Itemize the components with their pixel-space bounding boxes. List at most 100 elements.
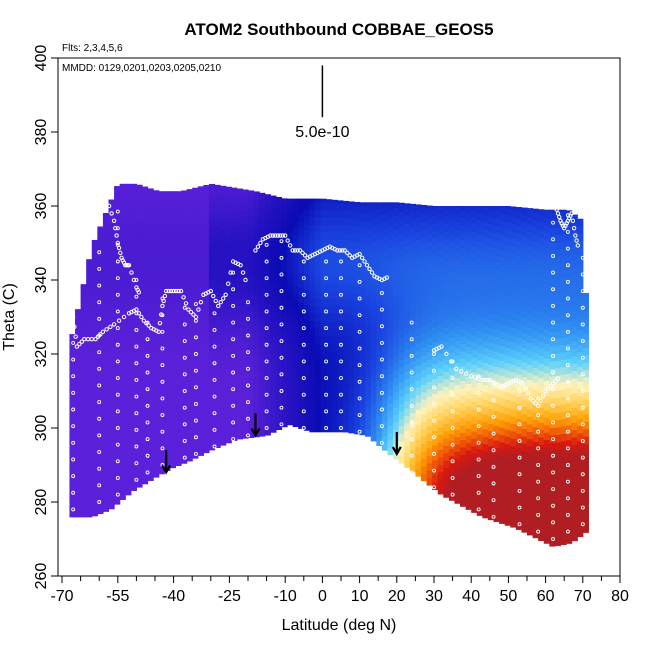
field-cell: [549, 309, 556, 318]
field-cell: [259, 236, 266, 245]
field-cell: [532, 463, 539, 472]
field-cell: [393, 214, 400, 223]
field-cell: [108, 205, 115, 214]
field-cell: [186, 342, 193, 351]
field-cell: [130, 312, 137, 321]
field-cell: [476, 352, 483, 361]
field-cell: [354, 233, 361, 242]
field-cell: [354, 315, 361, 324]
field-cell: [125, 398, 132, 407]
field-cell: [342, 269, 350, 278]
field-cell: [169, 415, 177, 424]
field-cell: [326, 209, 333, 218]
field-cell: [454, 451, 461, 460]
field-cell: [169, 260, 177, 269]
field-cell: [108, 397, 115, 406]
field-cell: [566, 232, 573, 241]
field-cell: [554, 515, 562, 524]
field-cell: [465, 487, 472, 496]
field-cell: [281, 263, 288, 272]
field-cell: [365, 251, 372, 260]
field-cell: [571, 348, 578, 357]
field-cell: [554, 471, 562, 480]
field-cell: [359, 382, 366, 391]
field-cell: [365, 347, 372, 356]
field-cell: [208, 427, 216, 436]
field-cell: [275, 318, 283, 327]
field-cell: [510, 319, 517, 328]
field-cell: [141, 306, 149, 315]
field-cell: [527, 298, 534, 307]
flight-2-point: [134, 307, 139, 312]
flight-2-point: [111, 322, 117, 327]
field-cell: [248, 370, 255, 379]
field-cell: [549, 257, 556, 266]
field-cell: [192, 199, 199, 208]
field-cell: [448, 448, 456, 457]
field-cell: [242, 297, 249, 306]
field-cell: [543, 417, 550, 426]
field-cell: [119, 218, 126, 227]
field-cell: [91, 412, 98, 421]
field-cell: [582, 406, 589, 415]
field-cell: [538, 325, 545, 334]
field-cell: [465, 287, 472, 296]
field-cell: [214, 262, 221, 271]
field-cell: [538, 458, 545, 467]
flight-2-point: [196, 307, 201, 312]
field-cell: [314, 276, 322, 285]
field-cell: [114, 393, 121, 401]
field-cell: [102, 385, 110, 394]
field-cell: [97, 321, 104, 330]
field-cell: [186, 357, 193, 366]
field-cell: [114, 444, 121, 453]
field-cell: [527, 342, 534, 351]
field-cell: [543, 439, 550, 448]
field-cell: [577, 299, 584, 308]
field-cell: [348, 417, 355, 426]
profile-point: [580, 422, 585, 427]
field-cell: [281, 234, 288, 243]
field-cell: [175, 198, 182, 207]
field-cell: [259, 398, 266, 407]
field-cell: [387, 336, 394, 345]
field-cell: [80, 346, 87, 355]
field-cell: [108, 345, 115, 354]
field-cell: [136, 376, 143, 385]
field-cell: [387, 202, 394, 211]
field-cell: [420, 206, 428, 215]
field-cell: [420, 384, 428, 393]
field-cell: [420, 325, 428, 334]
field-cell: [169, 230, 177, 239]
field-cell: [197, 270, 204, 279]
field-cell: [560, 314, 567, 323]
field-cell: [527, 512, 534, 521]
field-cell: [208, 301, 216, 310]
profile-point: [301, 326, 306, 331]
field-cell: [409, 375, 416, 384]
field-cell: [527, 431, 534, 440]
field-cell: [141, 357, 149, 366]
field-cell: [136, 398, 143, 407]
field-cell: [443, 334, 450, 343]
flight-4-point: [369, 270, 375, 275]
field-cell: [91, 404, 98, 413]
field-cell: [136, 383, 143, 392]
field-cell: [393, 392, 400, 401]
field-cell: [460, 269, 467, 278]
field-cell: [108, 316, 115, 325]
field-cell: [493, 388, 500, 397]
field-cell: [460, 343, 467, 352]
field-cell: [80, 391, 87, 399]
field-cell: [220, 237, 227, 246]
field-cell: [426, 410, 433, 419]
field-cell: [566, 535, 573, 544]
field-cell: [141, 439, 149, 448]
field-cell: [208, 190, 216, 199]
field-cell: [348, 210, 355, 219]
field-cell: [309, 342, 316, 351]
field-cell: [214, 366, 221, 375]
field-cell: [169, 267, 177, 276]
field-cell: [192, 347, 199, 356]
field-cell: [264, 360, 271, 369]
